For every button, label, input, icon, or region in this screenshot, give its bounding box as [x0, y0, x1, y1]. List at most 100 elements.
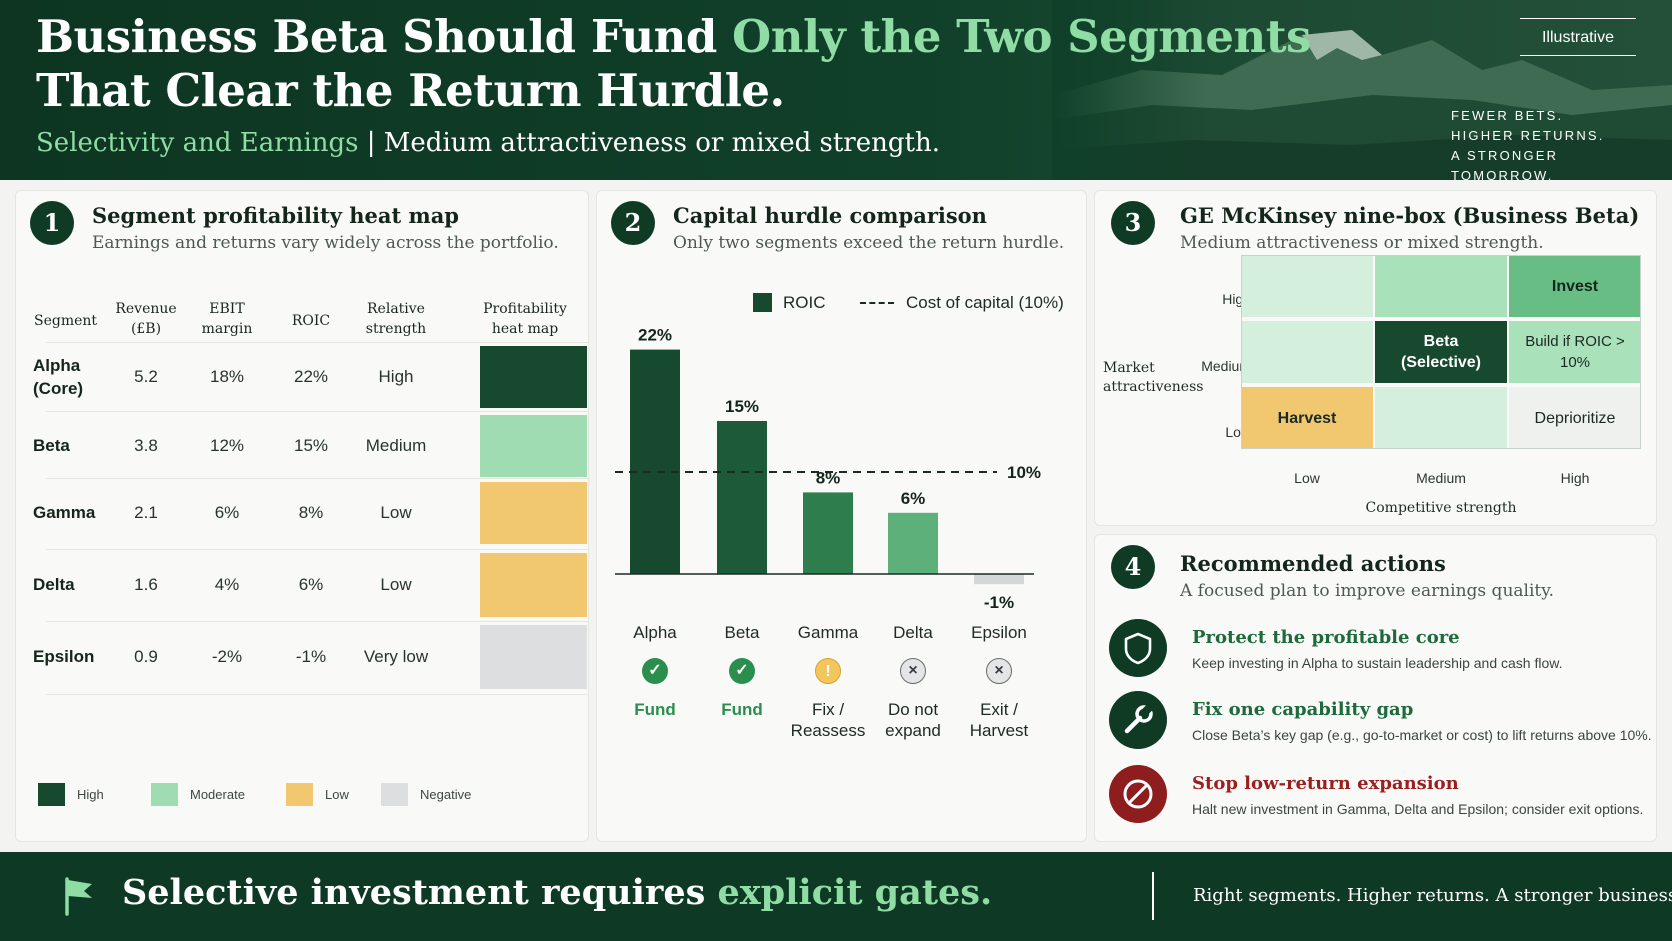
segment-name: Beta — [33, 436, 70, 455]
value-label: 15% — [725, 397, 759, 416]
bar-epsilon — [974, 574, 1024, 585]
legend-label: Moderate — [190, 787, 245, 802]
header-tagline: FEWER BETS. HIGHER RETURNS. A STRONGER T… — [1451, 106, 1656, 180]
action-title: Fix one capability gap — [1192, 699, 1414, 720]
cell-strength: Low — [380, 503, 412, 522]
section-subtitle: A focused plan to improve earnings quali… — [1180, 581, 1554, 601]
section-number: 4 — [1111, 545, 1155, 589]
check-icon: ✓ — [642, 658, 668, 684]
cell-roic: -1% — [295, 647, 327, 666]
section-title: GE McKinsey nine-box (Business Beta) — [1180, 203, 1640, 228]
col-header-revenue: Revenue (£B) — [115, 301, 177, 337]
value-label: 22% — [638, 326, 672, 345]
col-header-heatmap: Profitability heat map — [483, 301, 567, 337]
illustrative-tag: Illustrative — [1520, 18, 1636, 56]
bar-alpha — [630, 349, 680, 574]
cell-ebit: 18% — [209, 367, 245, 386]
action-title: Stop low-return expansion — [1192, 773, 1459, 794]
heat-cell — [480, 415, 587, 477]
decision-label: Do not expand — [885, 700, 941, 740]
decision-label: Exit / Harvest — [969, 700, 1029, 740]
legend-swatch-moderate — [151, 783, 178, 806]
footer-divider — [1152, 872, 1154, 920]
bar-gamma — [803, 492, 853, 574]
value-label: 8% — [816, 468, 841, 487]
ninebox-panel: 3 GE McKinsey nine-box (Business Beta) M… — [1094, 190, 1657, 526]
footer-highlight: explicit gates. — [717, 872, 993, 913]
decision-label: Fund — [721, 700, 763, 719]
cell-roic: 22% — [293, 367, 329, 386]
footer-message: Selective investment requires explicit g… — [122, 872, 993, 913]
heat-cell — [480, 346, 587, 408]
heat-cell — [480, 553, 587, 617]
col-header-ebit: EBIT margin — [201, 301, 253, 337]
col-header-roic: ROIC — [291, 313, 331, 329]
cell-ebit: 12% — [209, 436, 245, 455]
bar-delta — [888, 512, 938, 574]
row-divider — [46, 549, 588, 550]
col-header-segment: Segment — [34, 313, 98, 329]
footer-tagline: Right segments. Higher returns. A strong… — [1193, 885, 1672, 906]
y-level-label: Medium — [1201, 358, 1251, 374]
segment-name: Delta — [33, 575, 75, 594]
section-subtitle: Earnings and returns vary widely across … — [92, 233, 559, 253]
ninebox-cell-empty — [1241, 321, 1373, 383]
roic-bar-chart: 22% 15% 8% 6% -1% 10% — [615, 326, 1041, 612]
shield-icon — [1109, 619, 1167, 677]
page-title: Business Beta Should Fund Only the Two S… — [36, 10, 1311, 117]
section-subtitle: Medium attractiveness or mixed strength. — [1180, 233, 1544, 253]
row-divider — [46, 621, 588, 622]
legend-hurdle-label: Cost of capital (10%) — [906, 293, 1064, 312]
x-level-label: Medium — [1416, 470, 1466, 486]
ninebox-cell-empty — [1375, 387, 1507, 449]
tagline-line: A STRONGER TOMORROW. — [1451, 148, 1559, 180]
cell-strength: Low — [380, 575, 412, 594]
value-label: -1% — [984, 593, 1014, 612]
x-level-label: High — [1560, 470, 1590, 486]
cell-revenue: 3.8 — [134, 436, 158, 455]
x-level-label: Low — [1294, 470, 1320, 486]
action-desc: Close Beta’s key gap (e.g., go-to-market… — [1192, 727, 1652, 743]
cell-revenue: 5.2 — [134, 367, 158, 386]
hurdle-label: 10% — [1007, 463, 1041, 482]
action-desc: Halt new investment in Gamma, Delta and … — [1192, 801, 1644, 817]
header-banner: Business Beta Should Fund Only the Two S… — [0, 0, 1672, 180]
mountain-image — [1052, 0, 1672, 180]
heatmap-panel: 1 Segment profitability heat map Earning… — [15, 190, 589, 842]
wrench-icon — [1109, 691, 1167, 749]
heat-cell — [480, 482, 587, 544]
check-icon: ✓ — [729, 658, 755, 684]
value-label: 6% — [901, 489, 926, 508]
x-tick-label: Delta — [893, 623, 933, 642]
section-title: Capital hurdle comparison — [673, 203, 987, 228]
cell-strength: Medium — [365, 436, 427, 455]
hurdle-panel: 2 Capital hurdle comparison Only two seg… — [596, 190, 1087, 842]
legend-roic-label: ROIC — [783, 293, 826, 312]
ninebox-cell-empty — [1241, 255, 1373, 317]
ninebox-cell-harvest: Harvest — [1241, 387, 1373, 449]
row-divider — [46, 411, 588, 412]
x-icon: × — [900, 658, 926, 684]
x-tick-label: Epsilon — [971, 623, 1027, 642]
tagline-line: HIGHER RETURNS. — [1451, 128, 1605, 143]
section-title: Recommended actions — [1180, 551, 1446, 576]
legend-label: High — [77, 787, 104, 802]
decision-label: Fix / Reassess — [790, 700, 866, 740]
ninebox-cell-invest: Invest — [1509, 255, 1641, 317]
cell-ebit: -2% — [211, 647, 243, 666]
cell-strength: Very low — [363, 647, 429, 666]
x-icon: × — [986, 658, 1012, 684]
col-header-strength: Relative strength — [365, 301, 427, 337]
x-tick-label: Gamma — [797, 623, 859, 642]
x-tick-label: Alpha — [633, 623, 677, 642]
ninebox-cell-empty — [1375, 255, 1507, 317]
row-divider — [46, 478, 588, 479]
section-subtitle: Only two segments exceed the return hurd… — [673, 233, 1065, 253]
segment-name: Gamma — [33, 503, 96, 522]
cell-revenue: 2.1 — [134, 503, 158, 522]
legend-roic-swatch — [753, 293, 772, 312]
legend-hurdle-line — [860, 302, 894, 304]
subtitle-highlight: Selectivity and Earnings — [36, 128, 359, 158]
cell-roic: 15% — [293, 436, 329, 455]
row-divider — [46, 342, 588, 343]
